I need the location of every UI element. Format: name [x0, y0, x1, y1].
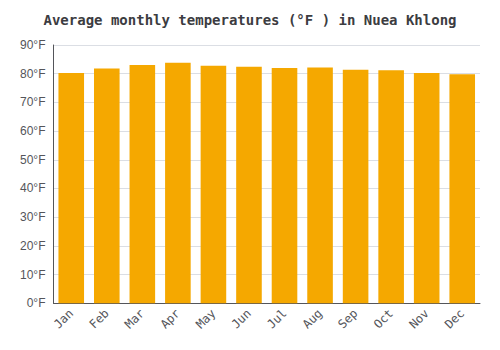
- svg-text:Sep: Sep: [335, 306, 360, 331]
- svg-text:50°F: 50°F: [20, 153, 45, 167]
- svg-text:Apr: Apr: [158, 306, 183, 331]
- svg-text:Dec: Dec: [442, 306, 467, 331]
- svg-text:Jan: Jan: [51, 306, 76, 331]
- svg-text:Average monthly temperatures (: Average monthly temperatures (°F ) in Nu…: [43, 12, 456, 28]
- svg-text:40°F: 40°F: [20, 181, 45, 195]
- svg-text:Nov: Nov: [406, 306, 431, 331]
- svg-text:Aug: Aug: [300, 306, 325, 331]
- svg-text:60°F: 60°F: [20, 124, 45, 138]
- svg-text:10°F: 10°F: [20, 268, 45, 282]
- svg-text:Mar: Mar: [122, 306, 147, 331]
- svg-text:Jul: Jul: [264, 306, 289, 331]
- svg-text:Oct: Oct: [371, 306, 396, 331]
- svg-text:70°F: 70°F: [20, 95, 45, 109]
- svg-text:80°F: 80°F: [20, 67, 45, 81]
- svg-text:30°F: 30°F: [20, 210, 45, 224]
- svg-text:Jun: Jun: [229, 306, 254, 331]
- svg-text:May: May: [193, 306, 218, 331]
- svg-text:Feb: Feb: [87, 306, 112, 331]
- svg-text:0°F: 0°F: [27, 296, 46, 310]
- svg-text:20°F: 20°F: [20, 239, 45, 253]
- svg-text:90°F: 90°F: [20, 38, 45, 52]
